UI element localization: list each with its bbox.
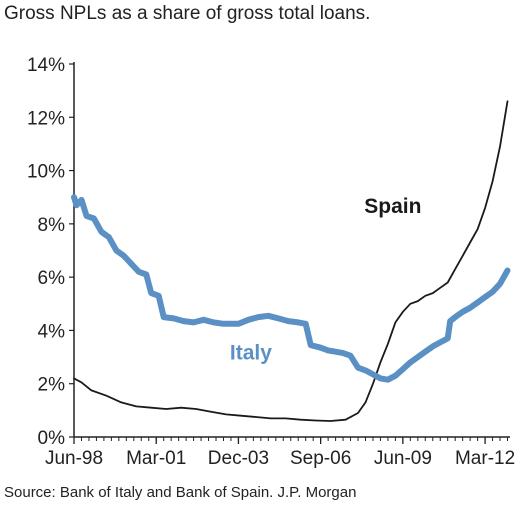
y-tick-label: 14% [27, 55, 65, 76]
series-line-italy [71, 194, 511, 383]
y-tick-label: 4% [38, 321, 66, 342]
series-label-spain: Spain [364, 195, 421, 218]
chart-source: Source: Bank of Italy and Bank of Spain.… [4, 484, 357, 501]
y-tick-label: 12% [27, 108, 65, 129]
x-tick-label: Jun-09 [374, 448, 432, 469]
y-tick-label: 2% [38, 375, 66, 396]
series-labels: Italy Spain [230, 195, 422, 365]
x-tick-label: Jun-98 [45, 448, 103, 469]
series-lines [71, 100, 511, 422]
x-tick-label: Dec-03 [208, 448, 269, 469]
series-line-spain [73, 100, 509, 422]
series-label-italy: Italy [230, 342, 272, 365]
x-tick-label: Mar-12 [455, 448, 515, 469]
y-tick-label: 8% [38, 215, 66, 236]
y-axis: 0% 2% 4% 6% 8% 10% 12% 14% [27, 55, 75, 449]
y-tick-label: 6% [38, 268, 66, 289]
x-axis: Jun-98 Mar-01 Dec-03 Sep-06 Jun-09 Mar-12 [45, 436, 515, 469]
y-tick-label: 10% [27, 162, 65, 183]
x-tick-label: Sep-06 [290, 448, 351, 469]
y-tick-label: 0% [38, 428, 66, 449]
x-tick-label: Mar-01 [126, 448, 186, 469]
chart-title: Gross NPLs as a share of gross total loa… [4, 3, 371, 24]
